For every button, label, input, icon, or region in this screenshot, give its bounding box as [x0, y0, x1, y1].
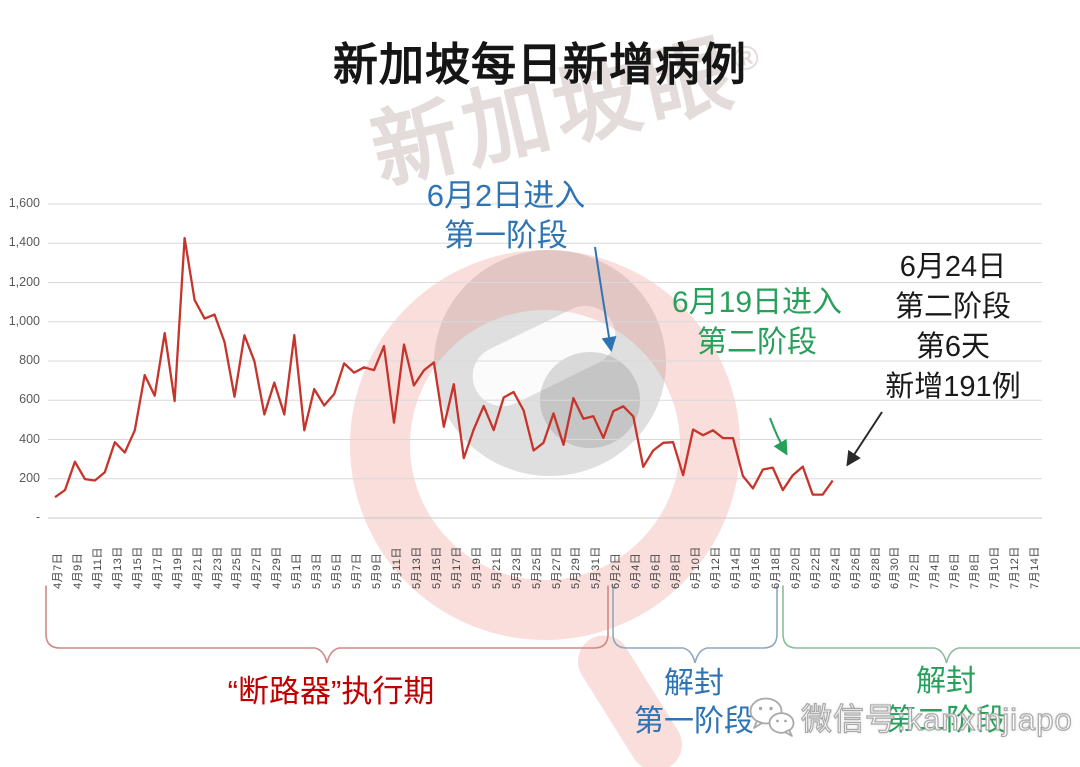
- x-axis-label: 6月8日: [670, 552, 683, 589]
- x-axis-label: 5月23日: [510, 546, 523, 589]
- x-axis-label: 4月27日: [251, 546, 264, 589]
- x-axis-label: 5月31日: [590, 546, 603, 589]
- x-axis-label: 6月2日: [610, 552, 623, 589]
- x-axis-label: 4月9日: [71, 552, 84, 589]
- x-axis-label: 5月29日: [570, 546, 583, 589]
- period-line: 第二阶段: [886, 704, 1006, 737]
- x-axis-label: 4月17日: [151, 546, 164, 589]
- period-line: 第一阶段: [634, 705, 754, 739]
- x-axis-label: 4月23日: [211, 546, 224, 589]
- annotation-line: 6月19日进入: [671, 286, 843, 319]
- y-axis-label: 200: [19, 470, 40, 485]
- annotation-line: 第6天: [915, 331, 991, 364]
- x-axis-label: 4月7日: [52, 552, 64, 589]
- reopen-phase2-period-label: 解封 第二阶段: [886, 662, 1006, 740]
- x-axis-label: 7月10日: [989, 546, 1002, 589]
- annotation-line: 新增191例: [885, 371, 1021, 404]
- x-axis-label: 6月4日: [630, 552, 643, 589]
- x-axis-label: 6月24日: [829, 546, 842, 589]
- wechat-id-text: 微信号:kanxinjiapo: [800, 701, 1073, 737]
- x-axis-label: 5月9日: [371, 552, 384, 589]
- x-axis-label: 6月20日: [789, 546, 802, 589]
- y-axis-label: -: [35, 510, 40, 524]
- series-group: [54, 236, 834, 499]
- wechat-id-watermark: 微信号:kanxinjiapo: [748, 694, 1073, 739]
- period-line: 解封: [664, 667, 724, 700]
- x-axis-label: 7月12日: [1009, 546, 1022, 589]
- x-axis-label: 4月21日: [191, 546, 204, 589]
- x-axis-label: 6月18日: [769, 546, 782, 589]
- series-line: [54, 236, 834, 499]
- annotation-line: 6月24日: [899, 251, 1007, 283]
- circuit-breaker-period-label: “断路器”执行期: [227, 674, 435, 709]
- reopen-phase2-brace: [782, 585, 1080, 664]
- x-axis-label: 5月21日: [490, 546, 503, 589]
- x-axis-label: 7月6日: [949, 552, 962, 589]
- x-axis-label: 5月15日: [430, 546, 443, 589]
- x-axis-label: 6月22日: [809, 546, 822, 589]
- x-axis-label: 7月2日: [909, 552, 922, 589]
- circuit-breaker-brace: [45, 585, 609, 664]
- y-axis-label: 800: [19, 353, 40, 367]
- x-axis-label: 4月25日: [231, 546, 244, 589]
- x-axis-label: 6月16日: [749, 546, 762, 589]
- x-axis-label: 6月14日: [729, 546, 742, 589]
- annotation-latest-count: 6月24日 第二阶段 第6天 新增191例: [885, 247, 1020, 407]
- x-axis-label: 7月14日: [1029, 546, 1042, 589]
- annotation-line: 6月2日进入: [426, 178, 586, 213]
- x-axis-label: 5月25日: [530, 546, 543, 589]
- x-axis-label: 5月11日: [390, 546, 403, 589]
- x-axis-label: 5月17日: [450, 546, 463, 589]
- x-axis-label: 6月30日: [889, 546, 902, 589]
- x-axis-label: 4月29日: [271, 546, 284, 589]
- x-axis-label: 6月12日: [710, 546, 723, 589]
- latest-arrow-icon: [846, 411, 883, 467]
- x-axis-label: 4月11日: [91, 546, 104, 589]
- x-axis-label: 4月13日: [111, 546, 124, 589]
- x-axis-label: 5月7日: [351, 552, 364, 589]
- y-axis-label: 1,200: [8, 274, 40, 289]
- x-axis-label: 4月15日: [131, 546, 144, 589]
- y-axis-label: 1,400: [8, 235, 40, 250]
- x-axis-label: 7月4日: [929, 552, 942, 589]
- gridlines-group: [48, 203, 1042, 519]
- x-axis-label: 6月26日: [849, 546, 862, 589]
- annotation-phase2-start: 6月19日进入 第二阶段: [672, 283, 842, 363]
- reopen-phase1-brace: [612, 585, 778, 664]
- x-axis-label: 6月10日: [690, 546, 703, 589]
- y-axis-label: 1,600: [8, 196, 40, 210]
- phase1-arrow-icon: [594, 246, 617, 352]
- annotation-phase1-start: 6月2日进入 第一阶段: [427, 176, 585, 255]
- wechat-icon: [749, 697, 795, 737]
- x-axis-label: 6月6日: [650, 552, 663, 589]
- x-axis-label: 5月1日: [291, 552, 304, 589]
- x-axis-label: 5月27日: [550, 546, 563, 589]
- y-axis-label: 600: [19, 392, 40, 407]
- annotation-line: 第二阶段: [894, 291, 1012, 324]
- x-axis-label: 5月13日: [410, 546, 423, 589]
- x-axis-label: 5月19日: [470, 546, 483, 589]
- x-axis-label: 7月8日: [969, 552, 982, 589]
- y-axis-label: 1,000: [8, 313, 40, 328]
- reopen-phase1-period-label: 解封 第一阶段: [634, 665, 754, 741]
- x-axis-label: 5月5日: [331, 552, 344, 589]
- chart-title: 新加坡每日新增病例: [332, 39, 747, 90]
- phase2-arrow-icon: [769, 417, 788, 456]
- annotation-line: 第一阶段: [443, 217, 568, 253]
- x-axis-label: 6月28日: [869, 546, 882, 589]
- period-line: 解封: [916, 665, 976, 698]
- y-axis-label: 400: [19, 431, 40, 446]
- x-axis-label: 4月19日: [171, 546, 184, 589]
- x-axis-label: 5月3日: [311, 552, 324, 589]
- annotation-line: 第二阶段: [697, 325, 817, 359]
